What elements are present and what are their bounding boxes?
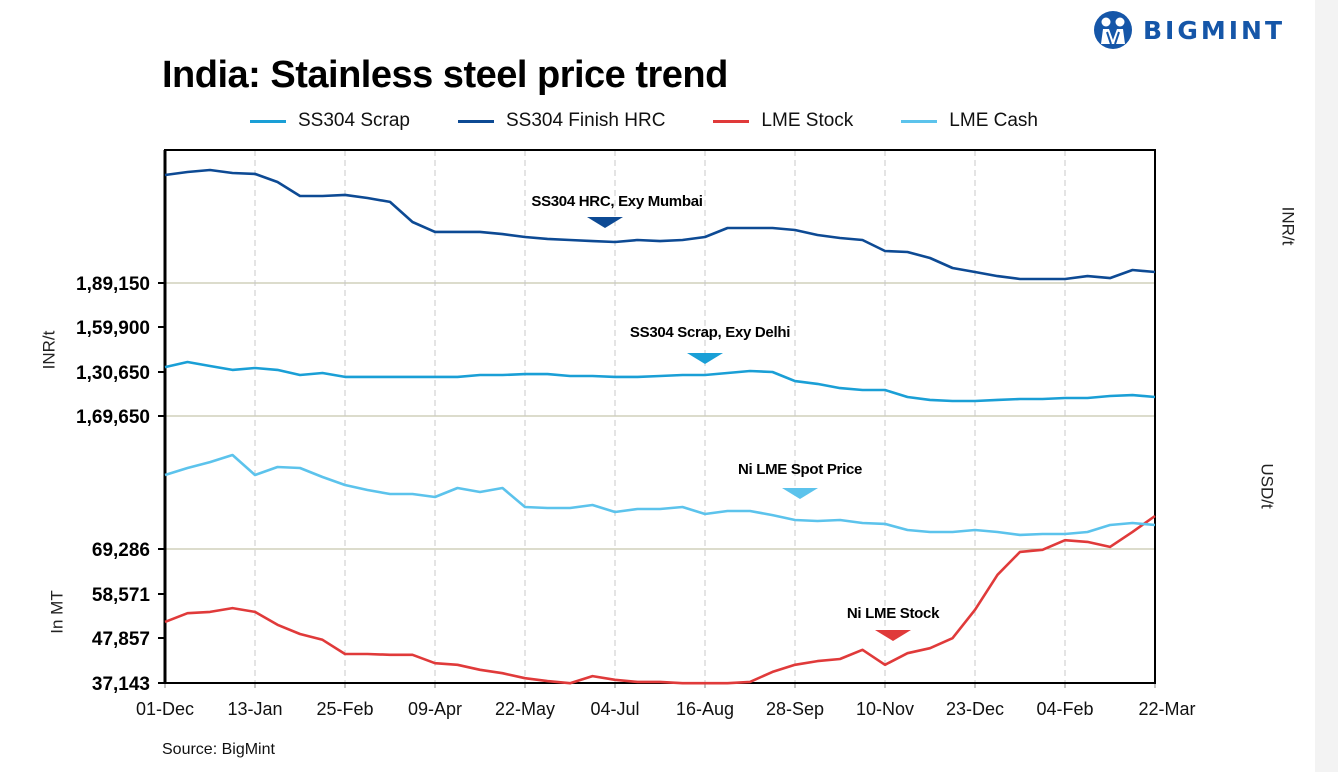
legend-item: LME Stock (713, 110, 853, 132)
legend-swatch (457, 119, 494, 123)
scrap-series-line (164, 360, 1156, 403)
legend: SS304 Scrap SS304 Finish HRC LME Stock LME … (250, 110, 1086, 132)
chart-title: India: Stainless steel price trend (162, 54, 728, 96)
legend-item: SS304 Scrap (250, 110, 410, 132)
annotation-label: SS304 HRC, Exy Mumbai (531, 193, 702, 210)
x-tick-label: 16-Aug (676, 699, 734, 719)
y-tick-label: 37,143 (92, 674, 150, 695)
y-tick-label: 47,857 (92, 629, 150, 650)
legend-label: SS304 Scrap (298, 110, 410, 131)
annotation-label: Ni LME Stock (847, 605, 940, 622)
source-note: Source: BigMint (162, 741, 275, 758)
hrc-series-line (164, 168, 1156, 281)
legend-swatch (713, 119, 750, 123)
y-tick-label: 1,30,650 (76, 363, 150, 384)
y-tick-label: 69,286 (92, 540, 150, 561)
y-tick-label: 58,571 (92, 585, 151, 606)
annotation-marker-icon (587, 217, 623, 228)
x-tick-label: 04-Feb (1036, 699, 1093, 719)
bigmint-logo: BIGMINT (1093, 10, 1285, 50)
x-tick-label: 23-Dec (946, 699, 1004, 719)
x-tick-label: 22-May (495, 699, 555, 719)
legend-label: LME Stock (761, 110, 854, 131)
y-tick-label: 1,59,900 (76, 318, 150, 339)
annotation-marker-icon (687, 353, 723, 364)
lme-stock-series-line (164, 514, 1156, 685)
x-tick-label: 04-Jul (590, 699, 639, 719)
lme-cash-series-line (164, 453, 1156, 537)
legend-label: LME Cash (949, 110, 1038, 131)
logo-text: BIGMINT (1143, 15, 1286, 45)
annotation-marker-icon (782, 488, 818, 499)
legend-item: SS304 Finish HRC (457, 110, 666, 132)
legend-item: LME Cash (901, 110, 1038, 132)
x-tick-label: 25-Feb (316, 699, 373, 719)
annotation-marker-icon (875, 630, 911, 641)
y-tick-label: 1,69,650 (76, 407, 150, 428)
legend-swatch (250, 119, 286, 123)
x-tick-label: 09-Apr (408, 699, 462, 719)
x-tick-label: 01-Dec (136, 699, 194, 719)
side-strip (1315, 0, 1338, 772)
x-tick-label: 10-Nov (856, 699, 914, 719)
annotation-label: Ni LME Spot Price (738, 461, 862, 478)
y-tick-label: 1,89,150 (76, 274, 150, 295)
x-tick-label: 28-Sep (766, 699, 824, 719)
x-tick-label: 22-Mar (1138, 699, 1195, 719)
x-tick-label: 13-Jan (227, 699, 282, 719)
logo-people-icon (1094, 11, 1132, 49)
annotation-label: SS304 Scrap, Exy Delhi (630, 324, 790, 341)
legend-label: SS304 Finish HRC (505, 110, 666, 131)
legend-swatch (901, 119, 938, 123)
